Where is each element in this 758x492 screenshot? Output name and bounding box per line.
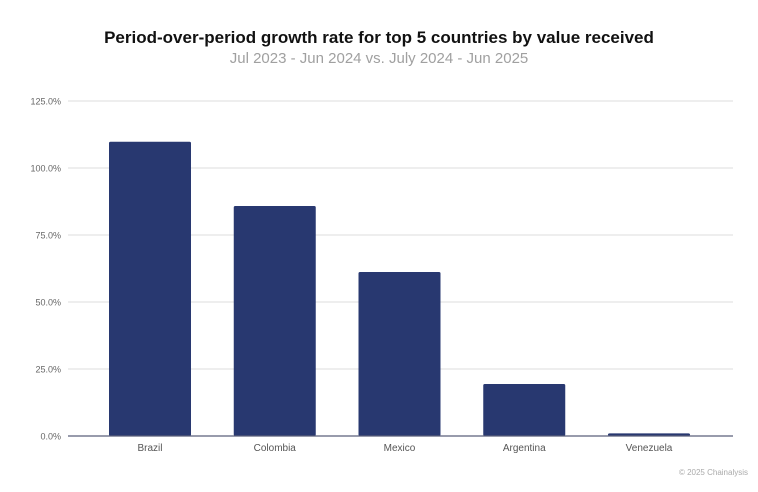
x-tick-label: Brazil: [137, 443, 162, 454]
y-tick-label: 75.0%: [35, 231, 61, 241]
x-tick-label: Colombia: [254, 443, 297, 454]
y-tick-label: 25.0%: [35, 365, 61, 375]
chart-subtitle: Jul 2023 - Jun 2024 vs. July 2024 - Jun …: [229, 50, 529, 67]
bar-mexico: [358, 271, 441, 436]
x-tick-label: Venezuela: [626, 443, 673, 454]
y-tick-label: 100.0%: [30, 164, 61, 174]
bar-colombia: [233, 206, 316, 436]
copyright-credit: © 2025 Chainalysis: [678, 468, 748, 477]
y-tick-label: 0.0%: [40, 432, 61, 442]
x-tick-label: Argentina: [503, 443, 546, 454]
bar-argentina: [483, 384, 566, 436]
bar-venezuela: [608, 433, 690, 436]
x-tick-label: Mexico: [384, 443, 416, 454]
y-tick-label: 50.0%: [35, 298, 61, 308]
chart-title: Period-over-period growth rate for top 5…: [104, 28, 654, 47]
bar-brazil: [109, 141, 191, 436]
y-tick-label: 125.0%: [30, 97, 61, 107]
